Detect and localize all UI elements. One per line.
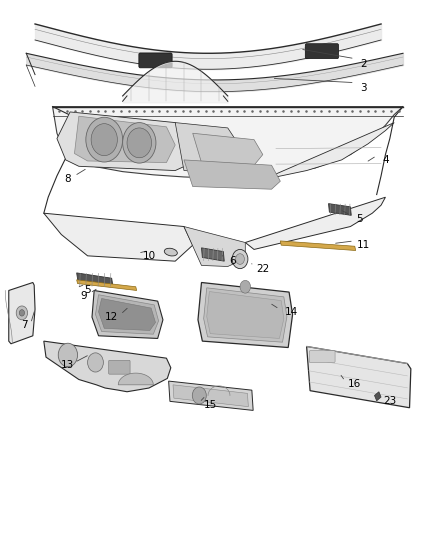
Text: 6: 6 [229, 256, 236, 266]
Polygon shape [245, 197, 385, 249]
Polygon shape [193, 133, 263, 165]
Circle shape [91, 124, 117, 156]
FancyBboxPatch shape [305, 44, 339, 59]
Text: 8: 8 [64, 174, 71, 183]
Polygon shape [118, 373, 153, 385]
Text: 16: 16 [348, 379, 361, 389]
Polygon shape [201, 248, 224, 261]
Polygon shape [95, 295, 159, 334]
Text: 3: 3 [360, 83, 367, 93]
Ellipse shape [164, 248, 177, 256]
Circle shape [127, 128, 152, 158]
Text: 5: 5 [84, 286, 91, 295]
Text: 14: 14 [285, 307, 298, 317]
Text: 7: 7 [21, 320, 28, 330]
Circle shape [19, 310, 25, 316]
Polygon shape [374, 392, 381, 401]
Polygon shape [44, 341, 171, 392]
Circle shape [86, 117, 123, 162]
Polygon shape [53, 107, 403, 179]
Polygon shape [198, 282, 293, 348]
Text: 5: 5 [356, 214, 363, 223]
Polygon shape [184, 227, 245, 266]
Polygon shape [77, 273, 113, 287]
Circle shape [192, 387, 206, 404]
Polygon shape [307, 346, 411, 408]
Circle shape [58, 343, 78, 367]
Text: 11: 11 [357, 240, 370, 250]
Polygon shape [169, 381, 253, 410]
Polygon shape [173, 385, 248, 407]
Text: 10: 10 [142, 251, 155, 261]
Polygon shape [57, 112, 193, 171]
Polygon shape [77, 280, 137, 290]
Text: 22: 22 [256, 264, 269, 274]
Polygon shape [207, 292, 284, 338]
FancyBboxPatch shape [139, 53, 172, 68]
Text: 4: 4 [382, 155, 389, 165]
Polygon shape [184, 160, 280, 189]
FancyBboxPatch shape [109, 360, 130, 374]
Polygon shape [280, 241, 356, 251]
Polygon shape [74, 116, 175, 163]
Circle shape [240, 280, 251, 293]
Polygon shape [9, 282, 35, 344]
Circle shape [123, 123, 156, 163]
Polygon shape [204, 288, 287, 342]
Text: 2: 2 [360, 59, 367, 69]
Circle shape [88, 353, 103, 372]
Polygon shape [92, 290, 163, 338]
Circle shape [236, 254, 244, 264]
Text: 9: 9 [80, 291, 87, 301]
Polygon shape [99, 298, 155, 330]
Circle shape [16, 306, 28, 320]
Polygon shape [272, 123, 394, 177]
Polygon shape [328, 204, 351, 215]
Circle shape [232, 249, 248, 269]
Text: 12: 12 [105, 312, 118, 322]
Text: 23: 23 [383, 396, 396, 406]
Polygon shape [175, 123, 245, 173]
FancyBboxPatch shape [309, 351, 335, 362]
Text: 13: 13 [61, 360, 74, 370]
Polygon shape [44, 213, 193, 261]
Text: 15: 15 [204, 400, 217, 410]
